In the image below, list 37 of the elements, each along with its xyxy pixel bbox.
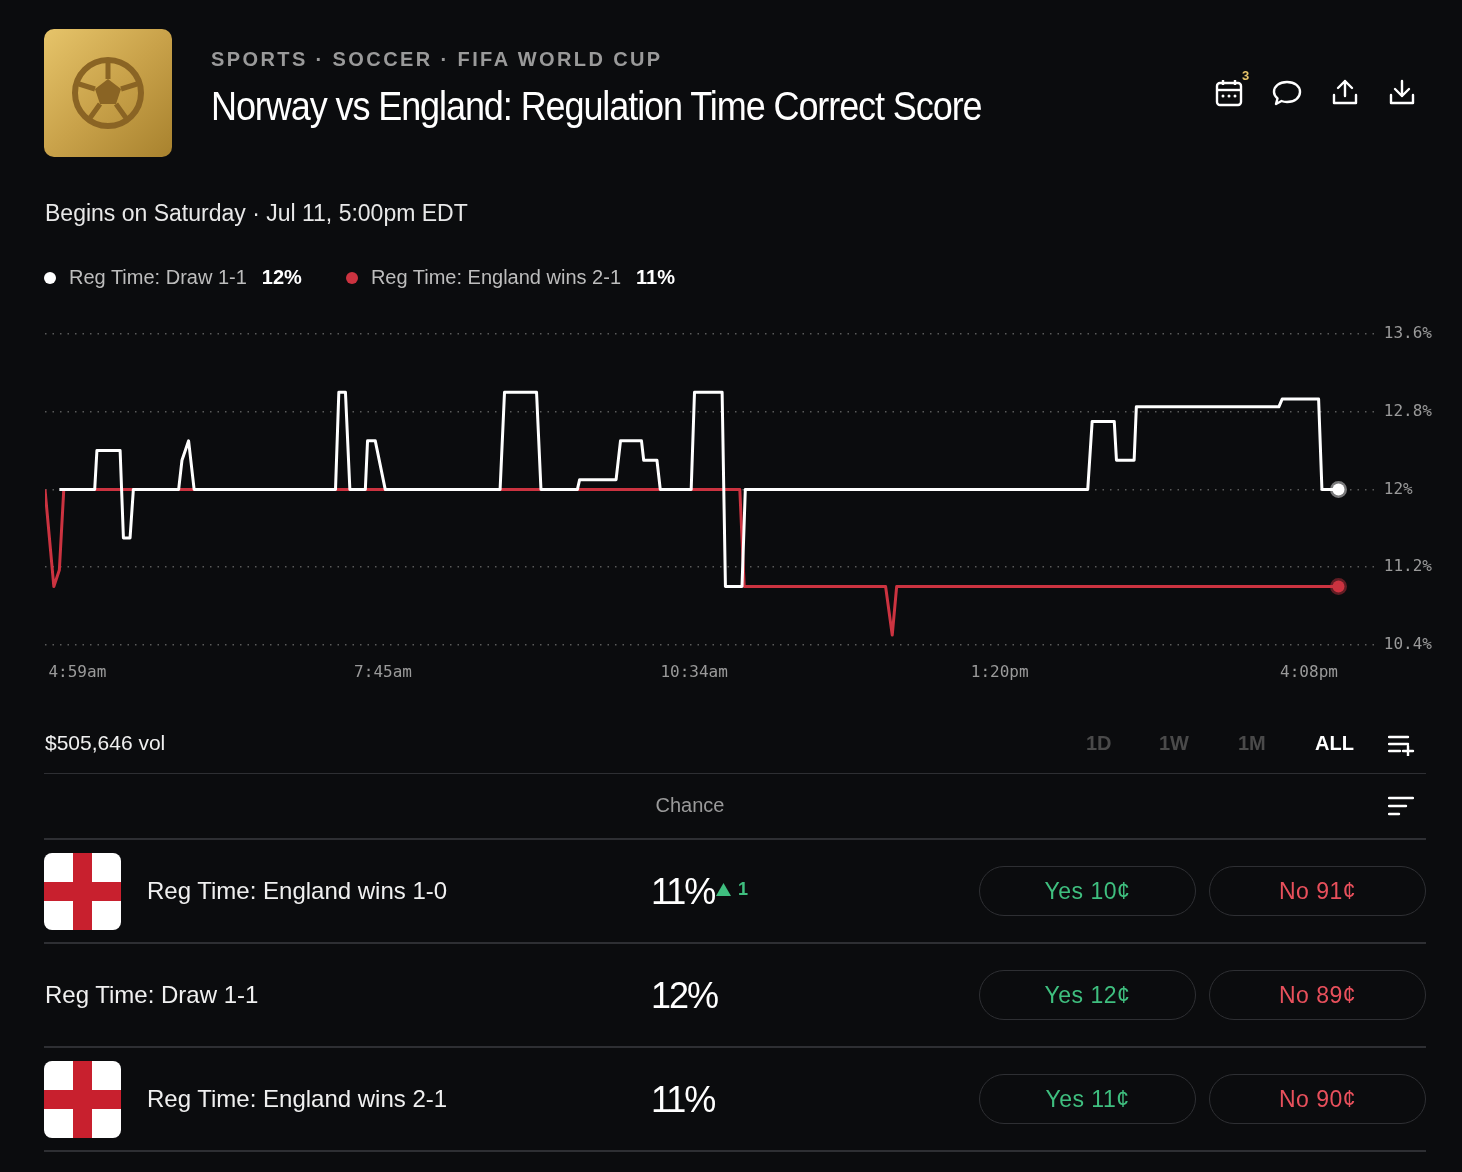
text: Reg Time: England wins 2-1 bbox=[147, 1085, 448, 1113]
text: 12% bbox=[261, 266, 302, 289]
text: 12% bbox=[651, 975, 718, 1017]
y-tick-label: 13.6% bbox=[1383, 323, 1433, 343]
chart-title: Norway vs England: Regulation Time Correct Score bbox=[211, 84, 982, 129]
x-tick-label: 4:08pm bbox=[1280, 661, 1338, 681]
legend-label: Reg Time: England wins 2-1 bbox=[370, 266, 622, 289]
x-tick-label: 1:20pm bbox=[970, 661, 1029, 681]
text: Reg Time: Draw 1-1 bbox=[45, 981, 259, 1009]
text: SPORTS · SOCCER · FIFA WORLD CUP bbox=[211, 48, 663, 71]
x-tick-label: 10:34am bbox=[660, 661, 728, 681]
text: 3 bbox=[1242, 68, 1250, 83]
y-tick-label: 12% bbox=[1383, 478, 1414, 498]
y-tick-label: 12.8% bbox=[1383, 400, 1433, 420]
button: No 90¢ bbox=[1209, 1074, 1426, 1124]
chart-subtitle: Begins on Saturday · Jul 11, 5:00pm EDT bbox=[45, 200, 468, 227]
text: 1D bbox=[1086, 732, 1112, 755]
x-tick-label: 4:59am bbox=[48, 661, 107, 681]
button: Yes 10¢ bbox=[979, 866, 1196, 916]
text: ALL bbox=[1315, 732, 1354, 755]
text: 11% bbox=[651, 1079, 715, 1121]
text: 1 bbox=[738, 879, 749, 900]
text: 11% bbox=[651, 871, 715, 913]
button: Yes 12¢ bbox=[979, 970, 1196, 1020]
button: Yes 11¢ bbox=[979, 1074, 1196, 1124]
text: Reg Time: England wins 1-0 bbox=[147, 877, 448, 905]
text: 1M bbox=[1238, 732, 1266, 755]
y-tick-label: 11.2% bbox=[1383, 556, 1433, 576]
y-tick-label: 10.4% bbox=[1383, 633, 1433, 653]
text: Chance bbox=[655, 794, 725, 817]
x-tick-label: 7:45am bbox=[354, 661, 412, 681]
text: $505,646 vol bbox=[45, 731, 166, 755]
text: 1W bbox=[1159, 732, 1189, 755]
legend-label: Reg Time: Draw 1-1 bbox=[69, 266, 247, 289]
button: No 91¢ bbox=[1209, 866, 1426, 916]
button: No 89¢ bbox=[1209, 970, 1426, 1020]
text: 11% bbox=[636, 266, 675, 289]
